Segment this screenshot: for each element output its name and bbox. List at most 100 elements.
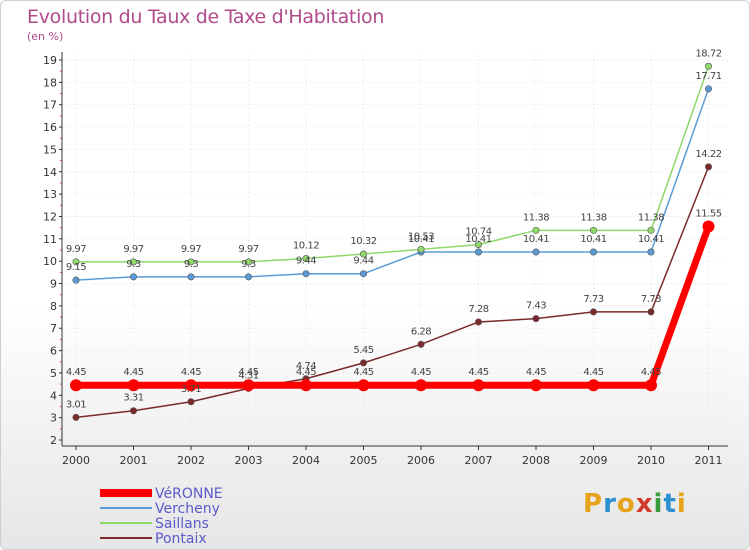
y-tick-label: 6 [50,345,57,358]
data-label: 7.28 [468,304,488,315]
data-point [647,226,655,234]
x-tick-label: 2002 [177,454,205,467]
y-tick-label: 5 [50,367,57,380]
data-label: 10.41 [523,234,549,245]
data-point [127,379,140,392]
y-tick-label: 4 [50,389,57,402]
data-label: 11.38 [523,212,549,223]
data-point [474,248,482,256]
data-point [359,359,367,367]
data-label: 4.45 [411,367,431,378]
data-point [530,379,542,392]
y-tick-label: 12 [43,210,57,223]
data-point [72,413,80,421]
legend-label: Pontaix [155,531,207,547]
data-label: 9.97 [181,244,201,255]
y-tick-label: 11 [43,233,57,246]
data-point [704,163,712,171]
data-label: 4.45 [296,367,316,378]
data-label: 9.97 [66,244,86,255]
data-label: 7.43 [526,301,546,312]
data-point [187,258,195,266]
series-line-saillans [76,66,710,263]
data-label: 7.73 [641,294,661,305]
legend-label: VéRONNE [155,486,223,502]
data-label: 9.3 [126,259,141,270]
data-label: 4.45 [353,367,373,378]
data-label: 17.71 [695,71,721,82]
data-point [532,226,540,234]
y-tick-label: 18 [43,76,57,89]
data-label: 18.72 [695,48,721,59]
y-tick-label: 8 [50,300,57,313]
data-label: 9.44 [353,256,373,267]
data-point [474,241,482,249]
data-point [72,276,80,284]
data-label: 11.55 [695,209,721,220]
data-label: 4.45 [66,367,86,378]
data-point [532,315,540,323]
data-point [472,379,485,392]
data-label: 4.45 [238,367,258,378]
data-label: 3.71 [181,384,201,395]
data-label: 4.45 [468,367,488,378]
y-tick-label: 3 [50,412,57,425]
data-point [300,379,312,392]
data-label: 4.45 [123,367,143,378]
y-tick-label: 15 [43,143,57,156]
legend-label: Vercheny [155,501,220,517]
data-label: 4.45 [181,367,201,378]
data-label: 14.22 [695,149,721,160]
data-point [587,379,600,392]
data-point [130,407,138,415]
data-label: 9.3 [184,259,199,270]
data-point [417,340,425,348]
y-tick-label: 2 [50,434,57,447]
legend-label: Saillans [155,516,209,532]
data-label: 9.3 [241,259,256,270]
data-point [647,248,655,256]
data-label: 6.28 [411,326,431,337]
data-label: 10.53 [408,231,434,242]
y-tick-label: 9 [50,278,57,291]
data-label: 4.74 [296,361,316,372]
data-label: 5.45 [353,345,373,356]
data-point [702,220,715,233]
proxiti-logo: Proxiti [583,489,687,519]
y-tick-label: 19 [43,54,57,67]
data-point [245,258,253,266]
data-label: 9.44 [296,256,316,267]
data-point [187,398,195,406]
x-tick-label: 2007 [465,454,493,467]
data-point [302,254,310,262]
y-tick-label: 16 [43,121,57,134]
chart-subtitle: (en %) [27,30,64,43]
data-label: 10.32 [350,236,376,247]
x-tick-label: 2001 [120,454,148,467]
data-label: 10.74 [465,227,491,238]
data-label: 10.41 [465,234,491,245]
data-label: 11.38 [580,212,606,223]
data-point [532,248,540,256]
data-label: 3.01 [66,399,86,410]
data-label: 4.45 [583,367,603,378]
data-point [302,270,310,278]
data-label: 10.41 [638,234,664,245]
y-tick-label: 17 [43,99,57,112]
data-point [242,379,255,392]
x-tick-label: 2000 [62,454,90,467]
y-tick-label: 10 [43,255,57,268]
data-label: 4.45 [641,367,661,378]
data-point [72,258,80,266]
data-label: 9.15 [66,262,86,273]
data-point [359,270,367,278]
series-line-pontaix [75,166,710,419]
x-tick-label: 2010 [637,454,665,467]
y-tick-label: 14 [43,166,57,179]
data-point [245,273,253,281]
data-point [474,318,482,326]
data-label: 7.73 [583,294,603,305]
data-point [647,308,655,316]
data-label: 4.45 [526,367,546,378]
